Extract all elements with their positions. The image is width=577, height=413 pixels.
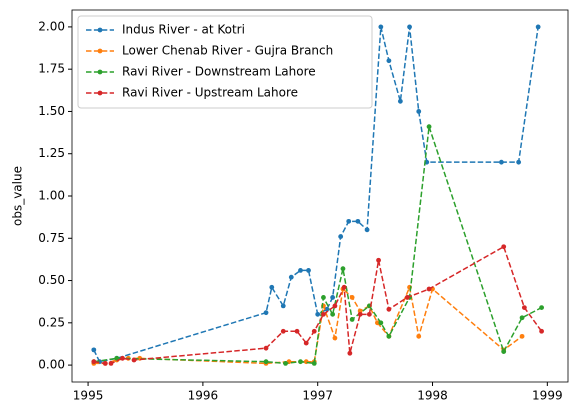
legend-marker [97,27,103,33]
point [311,328,317,334]
point [324,306,330,312]
point [378,320,384,326]
point [404,295,410,300]
point [340,266,346,272]
point [315,311,321,317]
point [298,268,303,273]
point [332,335,338,341]
y-tick-label: 0.25 [38,315,65,329]
point [346,218,352,224]
legend-label: Ravi River - Upstream Lahore [122,86,298,100]
point [91,359,97,365]
point [341,284,347,290]
point [426,124,432,130]
point [263,310,269,316]
point [338,234,344,239]
point [519,333,525,339]
y-tick-label: 1.50 [38,104,65,118]
point [298,359,303,365]
legend-label: Ravi River - Downstream Lahore [122,65,316,79]
point [280,328,286,334]
point [330,311,336,317]
y-tick-label: 2.00 [38,19,65,33]
x-tick-label: 1995 [73,389,104,403]
point [535,24,541,30]
point [283,361,288,366]
point [499,159,504,165]
point [501,349,507,354]
point [311,361,317,366]
point [91,347,97,353]
y-tick-label: 1.00 [38,189,65,203]
point [386,58,392,64]
legend-marker [97,69,103,75]
point [364,227,370,233]
point [397,98,403,104]
point [357,311,363,317]
legend-marker [97,90,103,96]
point [303,359,309,365]
point [539,305,544,310]
point [349,317,355,322]
point [108,361,114,366]
legend-marker [97,48,103,54]
y-tick-label: 0.50 [38,273,65,287]
point [426,286,432,292]
point [303,340,309,346]
point [355,218,361,224]
point [332,303,338,309]
point [347,350,353,356]
x-tick-label: 1999 [532,389,563,403]
legend-box [77,15,373,109]
point [375,320,380,326]
point [357,308,363,314]
point [102,361,108,366]
x-tick-label: 1996 [188,389,219,403]
series-line [93,126,542,365]
point [321,311,326,317]
point [330,295,336,300]
point [131,357,137,363]
series-line [93,284,523,365]
point [501,244,507,250]
y-tick-label: 1.75 [38,62,65,76]
point [386,306,392,312]
x-tick-label: 1998 [417,389,448,403]
point [376,257,381,263]
point [519,315,525,321]
point [521,305,527,310]
y-tick-label: 1.25 [38,146,65,160]
point [294,328,300,334]
point [306,268,311,273]
series-line [93,245,543,365]
point [416,109,422,114]
point [386,333,392,339]
point [407,24,412,30]
point [321,295,326,300]
point [516,159,522,165]
y-tick-label: 0.00 [38,358,65,372]
point [288,274,294,280]
point [269,284,275,290]
y-tick-label: 0.75 [38,231,65,245]
point [263,359,269,365]
point [539,328,544,334]
x-tick-label: 1997 [302,389,333,403]
point [416,333,422,339]
point [349,295,355,300]
y-axis-label: obs_value [11,166,25,226]
point [263,345,269,351]
point [366,311,372,317]
point [280,303,286,309]
point [120,355,125,361]
legend-label: Indus River - at Kotri [122,23,245,37]
point [378,24,384,30]
legend-label: Lower Chenab River - Gujra Branch [122,44,333,58]
